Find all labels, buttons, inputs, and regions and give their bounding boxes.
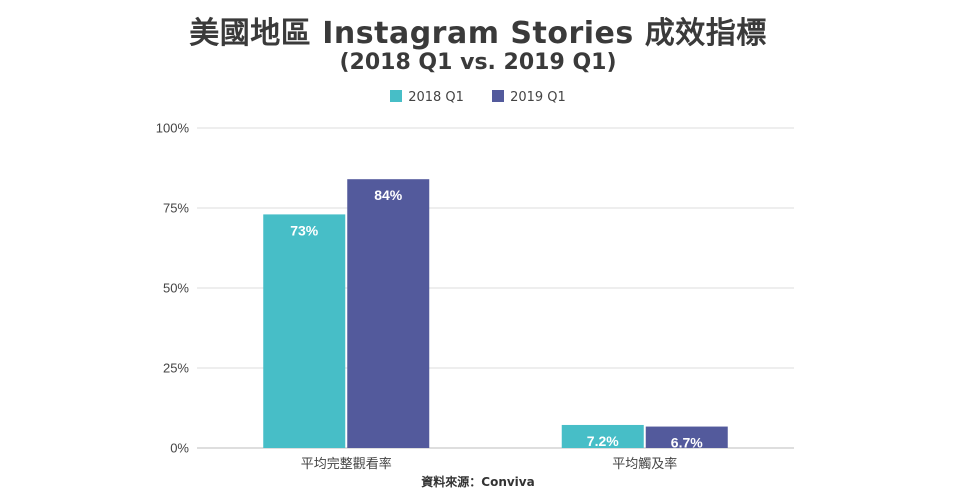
data-label: 73% [290,222,319,238]
bar [561,424,644,448]
x-category-label: 平均完整觀看率 [301,456,392,472]
data-label: 84% [374,187,403,203]
y-tick-label: 50% [163,281,189,296]
bar [347,179,430,448]
legend-item-2019: 2019 Q1 [492,90,566,105]
y-tick-label: 0% [170,441,189,456]
data-label: 7.2% [587,433,619,449]
chart-title: 美國地區 Instagram Stories 成效指標 [189,16,767,51]
y-tick-label: 75% [163,201,189,216]
legend-swatch-2019 [492,90,505,102]
legend: 2018 Q1 2019 Q1 [0,90,956,105]
y-tick-label: 25% [163,361,189,376]
chart-subtitle: (2018 Q1 vs. 2019 Q1) [339,50,617,75]
bar [645,426,728,448]
bar [263,214,346,448]
x-category-label: 平均觸及率 [612,456,677,472]
source-note: 資料來源：Conviva [421,475,535,489]
legend-label-2019: 2019 Q1 [510,90,566,105]
data-label: 6.7% [671,435,703,451]
legend-item-2018: 2018 Q1 [390,90,464,105]
legend-swatch-2018 [390,90,403,102]
y-tick-label: 100% [156,121,190,136]
legend-label-2018: 2018 Q1 [408,90,464,105]
